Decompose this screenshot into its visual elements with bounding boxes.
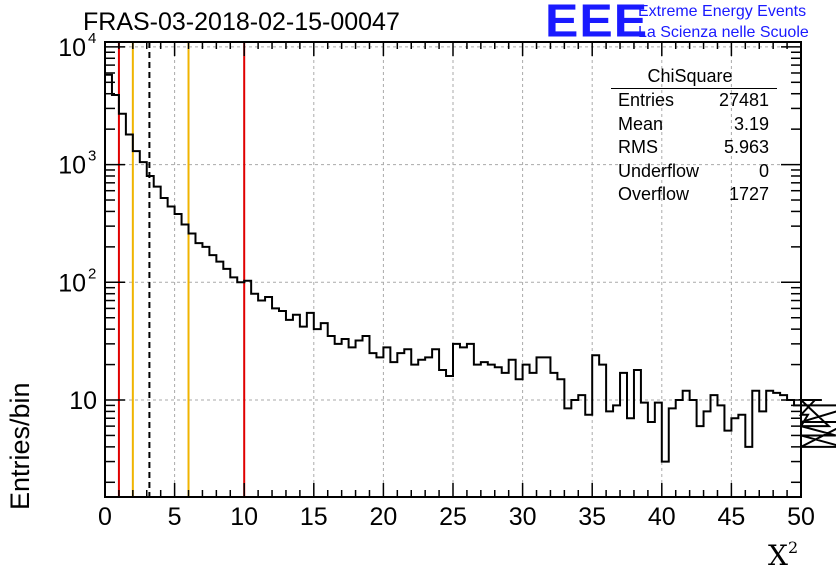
stats-value: 5.963 xyxy=(723,137,769,157)
stats-label: Underflow xyxy=(618,160,700,181)
stats-row: Mean 3.19 xyxy=(611,113,777,137)
stats-row: RMS 5.963 xyxy=(611,136,777,160)
logo-line-2: La Scienza nelle Scuole xyxy=(638,24,809,41)
x-tick-label: 10 xyxy=(230,503,258,531)
x-tick-label: 20 xyxy=(369,503,397,531)
logo-line-1: Extreme Energy Events xyxy=(638,3,807,20)
reference-lines xyxy=(117,42,246,497)
x-tick-label: 30 xyxy=(509,503,537,531)
x-axis-label-exponent: 2 xyxy=(787,538,799,557)
y-tick-label: 10 xyxy=(69,387,97,415)
stats-value: 1727 xyxy=(728,184,769,204)
x-axis-label: X2 xyxy=(768,538,798,572)
x-tick-label: 45 xyxy=(717,503,745,531)
y-axis-label: Entries/bin xyxy=(5,382,35,510)
stats-value: 27481 xyxy=(718,90,769,110)
stats-label: Entries xyxy=(618,90,675,110)
y-tick-label-exponent: 3 xyxy=(88,148,96,165)
histogram-steps xyxy=(105,73,836,463)
x-tick-label: 50 xyxy=(787,503,815,531)
stats-box: ChiSquare Entries 27481 Mean 3.19 RMS 5.963… xyxy=(611,66,777,207)
stats-row: Underflow 0 xyxy=(611,160,777,184)
x-tick-labels: 0 5 10 15 20 25 30 35 40 45 50 xyxy=(98,503,815,531)
stats-title: ChiSquare xyxy=(611,66,777,89)
x-axis-label-base: X xyxy=(768,539,788,572)
x-tick-label: 5 xyxy=(168,503,182,531)
x-tick-label: 15 xyxy=(300,503,328,531)
stats-row: Overflow 1727 xyxy=(611,183,777,207)
y-tick-label: 10 xyxy=(58,34,86,62)
stats-value: 0 xyxy=(758,160,769,181)
stats-value: 3.19 xyxy=(733,113,769,134)
stats-label: Overflow xyxy=(618,184,690,204)
y-tick-label: 10 xyxy=(58,269,86,297)
axis-ticks xyxy=(104,42,802,497)
stats-row: Entries 27481 xyxy=(611,89,777,113)
x-tick-label: 40 xyxy=(648,503,676,531)
y-tick-label-exponent: 4 xyxy=(88,30,96,47)
x-tick-label: 0 xyxy=(98,503,112,531)
eee-logo: EEE xyxy=(545,0,649,47)
y-tick-label: 10 xyxy=(58,152,86,180)
stats-label: RMS xyxy=(618,137,658,157)
chart-title: FRAS-03-2018-02-15-00047 xyxy=(83,8,400,36)
stats-label: Mean xyxy=(618,113,664,134)
x-tick-label: 35 xyxy=(578,503,606,531)
y-tick-label-exponent: 2 xyxy=(88,265,96,282)
x-tick-label: 25 xyxy=(439,503,467,531)
